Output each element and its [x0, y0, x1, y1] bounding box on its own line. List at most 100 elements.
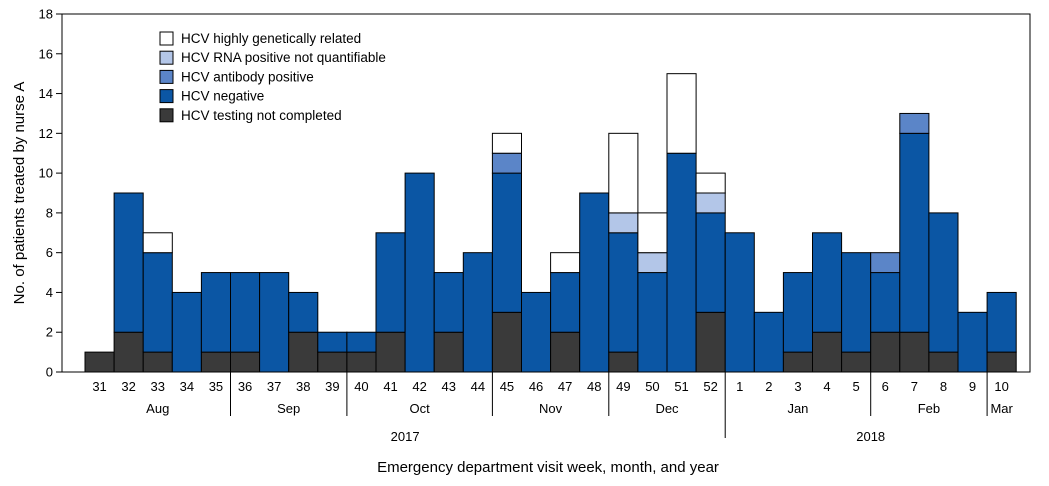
- bar-segment-43-s0: [433, 331, 464, 373]
- bar-segment-40-s0: [346, 351, 377, 373]
- x-tick-label-week: 3: [794, 379, 801, 394]
- x-tick-label-week: 48: [587, 379, 601, 394]
- bar-segment-41-s0: [375, 331, 406, 373]
- y-tick-label: 6: [46, 245, 53, 260]
- bar-segment-31-s0: [84, 351, 115, 373]
- x-tick-label-week: 34: [180, 379, 194, 394]
- x-month-label: Jan: [787, 401, 808, 416]
- legend-label: HCV RNA positive not quantifiable: [181, 50, 386, 65]
- bar-segment-49-s1: [608, 232, 639, 353]
- bar-segment-51-s4: [666, 73, 697, 154]
- x-tick-label-week: 36: [238, 379, 252, 394]
- x-tick-label-week: 45: [500, 379, 514, 394]
- bars-layer: [84, 73, 1017, 373]
- bar-segment-39-s1: [317, 331, 348, 353]
- bar-segment-49-s3: [608, 212, 639, 234]
- bar-segment-8-s1: [928, 212, 959, 353]
- bar-segment-47-s1: [550, 272, 581, 333]
- bar-segment-50-s1: [637, 272, 668, 373]
- x-tick-label-week: 37: [267, 379, 281, 394]
- bar-segment-4-s0: [812, 331, 843, 373]
- bar-segment-50-s4: [637, 212, 668, 254]
- x-tick-label-week: 44: [471, 379, 485, 394]
- x-tick-label-week: 35: [209, 379, 223, 394]
- x-year-label: 2018: [856, 429, 885, 444]
- bar-segment-4-s1: [812, 232, 843, 333]
- x-tick-label-week: 40: [354, 379, 368, 394]
- x-tick-label-week: 50: [645, 379, 659, 394]
- x-axis-title: Emergency department visit week, month, …: [377, 459, 719, 476]
- legend-label: HCV highly genetically related: [181, 31, 361, 46]
- bar-segment-33-s0: [142, 351, 173, 373]
- bar-segment-52-s4: [695, 172, 726, 194]
- bar-segment-8-s0: [928, 351, 959, 373]
- bar-segment-33-s4: [142, 232, 173, 254]
- x-month-label: Nov: [539, 401, 563, 416]
- x-tick-label-week: 32: [121, 379, 135, 394]
- bar-segment-2-s1: [753, 311, 784, 373]
- bar-segment-49-s4: [608, 132, 639, 214]
- bar-segment-32-s0: [113, 331, 144, 373]
- bar-segment-46-s1: [521, 291, 552, 373]
- bar-segment-10-s1: [986, 291, 1017, 353]
- x-tick-label-week: 49: [616, 379, 630, 394]
- bar-segment-35-s0: [200, 351, 231, 373]
- bar-segment-32-s1: [113, 192, 144, 333]
- y-tick-label: 10: [39, 166, 53, 181]
- x-axis: 31 32 33 34 35 36 37 38 39 40 41 42 43 44 45 46 47 48 49 50…: [92, 372, 1014, 444]
- bar-segment-47-s4: [550, 252, 581, 274]
- x-month-label: Mar: [990, 401, 1013, 416]
- y-tick-label: 14: [39, 86, 53, 101]
- bar-segment-3-s0: [782, 351, 814, 373]
- y-tick-label: 2: [46, 325, 53, 340]
- x-month-label: Feb: [918, 401, 940, 416]
- bar-segment-38-s0: [288, 331, 319, 373]
- x-tick-label-week: 38: [296, 379, 310, 394]
- legend-label: HCV negative: [181, 89, 264, 104]
- bar-segment-38-s1: [288, 291, 319, 333]
- legend-swatch: [159, 69, 174, 84]
- y-axis-title: No. of patients treated by nurse A: [11, 82, 28, 305]
- bar-segment-49-s0: [608, 351, 639, 373]
- bar-segment-40-s1: [346, 331, 377, 353]
- bar-segment-36-s0: [230, 351, 261, 373]
- bar-segment-10-s0: [986, 351, 1017, 373]
- legend-swatch: [159, 50, 174, 65]
- legend-label: HCV testing not completed: [181, 108, 342, 123]
- bar-segment-42-s1: [404, 172, 435, 373]
- legend-swatch: [159, 89, 174, 104]
- bar-segment-6-s2: [870, 252, 901, 274]
- x-year-label: 2017: [391, 429, 420, 444]
- x-tick-label-week: 41: [383, 379, 397, 394]
- bar-segment-35-s1: [200, 272, 231, 353]
- bar-segment-50-s3: [637, 252, 668, 274]
- x-tick-label-week: 6: [882, 379, 889, 394]
- x-tick-label-week: 52: [703, 379, 717, 394]
- y-tick-label: 8: [46, 205, 53, 220]
- x-tick-label-week: 51: [674, 379, 688, 394]
- bar-segment-52-s0: [695, 311, 726, 373]
- x-month-label: Aug: [146, 401, 169, 416]
- legend-swatch: [159, 108, 174, 123]
- x-tick-label-week: 42: [412, 379, 426, 394]
- bar-segment-51-s1: [666, 152, 697, 373]
- bar-segment-7-s0: [899, 331, 930, 373]
- x-tick-label-week: 39: [325, 379, 339, 394]
- y-axis: 0 2 4 6 8 10 12 14 16 18: [39, 7, 62, 380]
- bar-segment-9-s1: [957, 311, 988, 373]
- y-tick-label: 16: [39, 46, 53, 61]
- bar-segment-37-s1: [259, 272, 290, 373]
- bar-segment-6-s1: [870, 272, 901, 333]
- bar-segment-52-s1: [695, 212, 726, 313]
- x-month-label: Oct: [410, 401, 431, 416]
- bar-segment-33-s1: [142, 252, 173, 353]
- x-tick-label-week: 10: [994, 379, 1008, 394]
- x-tick-label-week: 43: [442, 379, 456, 394]
- x-tick-label-week: 31: [92, 379, 106, 394]
- x-tick-label-week: 33: [151, 379, 165, 394]
- bar-segment-52-s3: [695, 192, 726, 214]
- x-month-label: Dec: [655, 401, 679, 416]
- bar-segment-45-s4: [491, 132, 522, 154]
- bar-segment-36-s1: [230, 272, 261, 353]
